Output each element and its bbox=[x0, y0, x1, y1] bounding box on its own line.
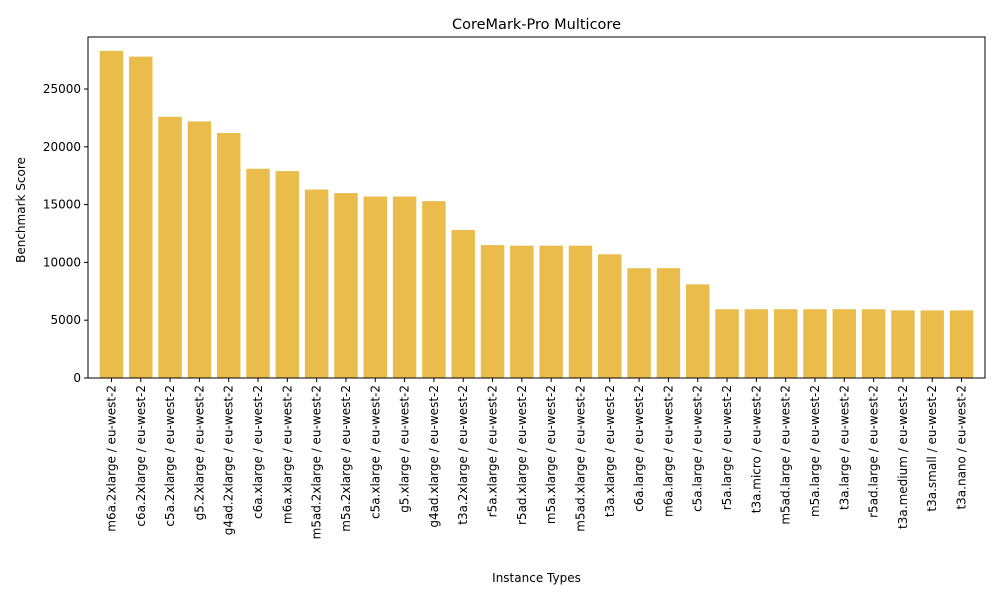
bar-5 bbox=[246, 168, 270, 378]
y-tick-label-4: 20000 bbox=[43, 140, 81, 154]
x-tick-label-13: r5a.xlarge / eu-west-2 bbox=[486, 385, 500, 517]
y-tick-label-0: 0 bbox=[73, 371, 81, 385]
x-tick-label-23: m5ad.large / eu-west-2 bbox=[779, 385, 793, 525]
bar-20 bbox=[686, 284, 710, 378]
x-tick-label-17: t3a.xlarge / eu-west-2 bbox=[603, 385, 617, 517]
bar-11 bbox=[422, 201, 446, 378]
x-tick-label-1: c6a.2xlarge / eu-west-2 bbox=[134, 385, 148, 527]
bar-10 bbox=[392, 196, 417, 378]
bar-13 bbox=[480, 245, 505, 378]
x-tick-label-4: g4ad.2xlarge / eu-west-2 bbox=[222, 385, 236, 535]
bar-21 bbox=[715, 309, 739, 378]
bar-0 bbox=[99, 50, 124, 378]
y-axis-label: Benchmark Score bbox=[14, 157, 28, 263]
bar-15 bbox=[539, 245, 563, 378]
x-tick-label-6: m6a.xlarge / eu-west-2 bbox=[280, 385, 294, 524]
x-tick-label-7: m5ad.2xlarge / eu-west-2 bbox=[310, 385, 324, 539]
bar-14 bbox=[510, 245, 534, 378]
x-tick-label-24: m5a.large / eu-west-2 bbox=[808, 385, 822, 517]
x-tick-label-25: t3a.large / eu-west-2 bbox=[837, 385, 851, 510]
bar-18 bbox=[627, 268, 651, 378]
bar-12 bbox=[451, 230, 475, 378]
x-tick-label-21: r5a.large / eu-west-2 bbox=[720, 385, 734, 510]
x-tick-label-27: t3a.medium / eu-west-2 bbox=[896, 385, 910, 529]
bar-22 bbox=[744, 309, 769, 378]
bars-group bbox=[99, 50, 974, 378]
bar-8 bbox=[334, 193, 358, 378]
x-tick-label-15: m5a.xlarge / eu-west-2 bbox=[544, 385, 558, 524]
y-tick-label-1: 5000 bbox=[50, 313, 81, 327]
x-tick-label-5: c6a.xlarge / eu-west-2 bbox=[251, 385, 265, 519]
chart-title: CoreMark-Pro Multicore bbox=[452, 17, 621, 33]
x-tick-label-9: c5a.xlarge / eu-west-2 bbox=[368, 385, 382, 519]
x-tick-label-19: m6a.large / eu-west-2 bbox=[661, 385, 675, 517]
x-tick-label-22: t3a.micro / eu-west-2 bbox=[749, 385, 763, 513]
bar-19 bbox=[656, 268, 681, 378]
plot-frame bbox=[87, 36, 986, 379]
x-tick-label-28: t3a.small / eu-west-2 bbox=[925, 385, 939, 512]
x-axis-label: Instance Types bbox=[492, 571, 581, 585]
bar-26 bbox=[861, 309, 886, 378]
bar-25 bbox=[832, 309, 857, 378]
y-tick-label-3: 15000 bbox=[43, 198, 81, 212]
x-axis: m6a.2xlarge / eu-west-2 c6a.2xlarge / eu-… bbox=[104, 378, 969, 539]
y-tick-label-2: 10000 bbox=[43, 255, 81, 269]
x-tick-label-29: t3a.nano / eu-west-2 bbox=[955, 385, 969, 510]
bar-16 bbox=[568, 245, 593, 378]
x-tick-label-20: c5a.large / eu-west-2 bbox=[691, 385, 705, 512]
y-axis: 0 5000 10000 15000 20000 25000 bbox=[43, 82, 88, 385]
x-tick-label-0: m6a.2xlarge / eu-west-2 bbox=[104, 385, 118, 532]
bar-7 bbox=[304, 189, 329, 378]
bar-3 bbox=[187, 121, 212, 378]
x-tick-label-2: c5a.2xlarge / eu-west-2 bbox=[163, 385, 177, 527]
y-tick-label-5: 25000 bbox=[43, 82, 81, 96]
bar-4 bbox=[216, 132, 241, 378]
bar-24 bbox=[803, 309, 827, 378]
bar-27 bbox=[891, 310, 915, 378]
bar-28 bbox=[920, 310, 944, 378]
x-tick-label-10: g5.xlarge / eu-west-2 bbox=[398, 385, 412, 513]
bar-1 bbox=[129, 56, 153, 378]
bar-6 bbox=[275, 171, 300, 378]
x-tick-label-14: r5ad.xlarge / eu-west-2 bbox=[515, 385, 529, 525]
bar-9 bbox=[363, 196, 387, 378]
x-tick-label-26: r5ad.large / eu-west-2 bbox=[867, 385, 881, 518]
bar-17 bbox=[598, 254, 622, 378]
x-tick-label-8: m5a.2xlarge / eu-west-2 bbox=[339, 385, 353, 532]
x-tick-label-12: t3a.2xlarge / eu-west-2 bbox=[456, 385, 470, 525]
bar-23 bbox=[773, 309, 798, 378]
bar-2 bbox=[158, 116, 182, 378]
bar-29 bbox=[949, 310, 974, 378]
x-tick-label-16: m5ad.xlarge / eu-west-2 bbox=[573, 385, 587, 532]
x-tick-label-3: g5.2xlarge / eu-west-2 bbox=[192, 385, 206, 520]
x-tick-label-18: c6a.large / eu-west-2 bbox=[632, 385, 646, 512]
x-tick-label-11: g4ad.xlarge / eu-west-2 bbox=[427, 385, 441, 528]
